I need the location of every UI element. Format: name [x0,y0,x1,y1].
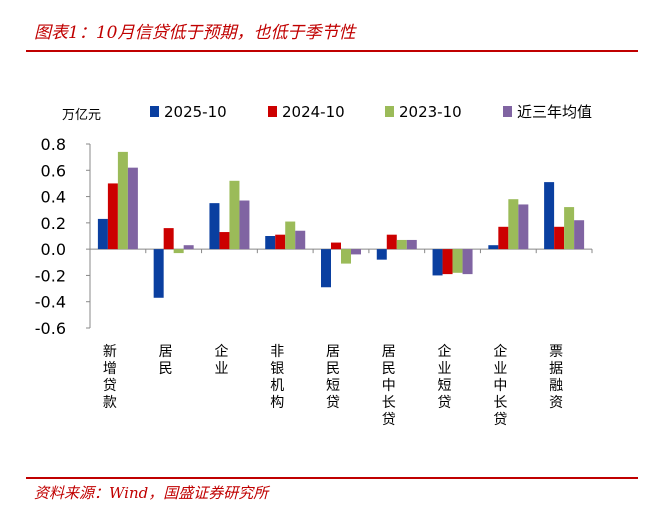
bar-2025-10 [153,249,164,298]
bar-2025-10 [488,245,499,250]
bar-2025-10 [97,218,108,250]
bar-近三年均值 [574,220,585,250]
y-tick-label: 0.0 [41,240,66,259]
bar-近三年均值 [351,249,361,255]
bar-近三年均值 [183,245,194,250]
x-tick-label: 居民 [159,344,173,377]
y-tick-label: 0.8 [41,135,66,154]
legend-swatch [268,106,277,117]
bar-2023-10 [285,221,296,250]
legend-swatch [385,106,394,117]
bar-2024-10 [331,242,341,250]
top-rule [26,50,638,52]
bar-2025-10 [265,236,276,250]
bar-2025-10 [376,249,387,260]
bottom-rule [26,477,638,479]
x-tick-label: 票据融资 [549,344,563,411]
x-tick-label: 企业中长贷 [493,343,507,428]
bar-近三年均值 [295,230,306,250]
y-tick-label: -0.2 [35,266,66,285]
bar-2025-10 [432,249,443,276]
bar-2023-10 [341,249,351,264]
bar-2025-10 [321,249,331,288]
y-tick-label: -0.4 [35,293,66,312]
y-unit-label: 万亿元 [62,108,101,123]
legend-label: 2025-10 [164,103,227,121]
bar-2024-10 [107,183,118,250]
bar-2025-10 [544,182,555,250]
y-tick-label: 0.4 [41,188,66,207]
bar-2024-10 [386,234,397,250]
y-tick-label: 0.2 [41,214,66,233]
bar-近三年均值 [462,249,473,275]
bar-2024-10 [163,228,174,250]
bar-2024-10 [219,232,230,250]
x-tick-label: 非银机构 [270,344,284,411]
bar-近三年均值 [127,167,138,250]
bar-2024-10 [498,226,509,250]
bar-2024-10 [442,249,453,275]
x-tick-label: 新增贷款 [103,344,117,411]
legend-label: 2024-10 [282,103,345,121]
bar-chart: 万亿元 2025-10 2024-10 2023-10 近三年均值 0.8 0.6 0.4 0.… [35,103,593,428]
bar-近三年均值 [518,204,529,250]
y-tick-label: 0.6 [41,161,66,180]
bar-2023-10 [229,180,240,250]
figure-title: 图表1：10月信贷低于预期，也低于季节性 [34,23,356,43]
bar-2023-10 [452,249,463,273]
bar-2023-10 [396,239,407,250]
legend-label: 2023-10 [399,103,462,121]
bar-2024-10 [554,226,565,250]
legend-label: 近三年均值 [517,103,592,121]
bar-近三年均值 [406,239,417,250]
x-tick-label: 居民短贷 [326,344,340,411]
bar-近三年均值 [239,200,250,250]
bar-2023-10 [508,199,519,250]
bar-2023-10 [564,207,575,250]
y-tick-label: -0.6 [35,319,66,338]
source-note: 资料来源：Wind，国盛证券研究所 [34,484,269,502]
x-tick-label: 企业短贷 [438,343,452,411]
legend-swatch [503,106,512,117]
bar-2023-10 [117,151,128,250]
legend-swatch [150,106,159,117]
bar-2025-10 [209,203,220,250]
bar-2023-10 [173,249,184,254]
x-tick-label: 居民中长贷 [382,344,396,428]
x-tick-label: 企业 [214,343,228,377]
bar-2024-10 [275,234,286,250]
